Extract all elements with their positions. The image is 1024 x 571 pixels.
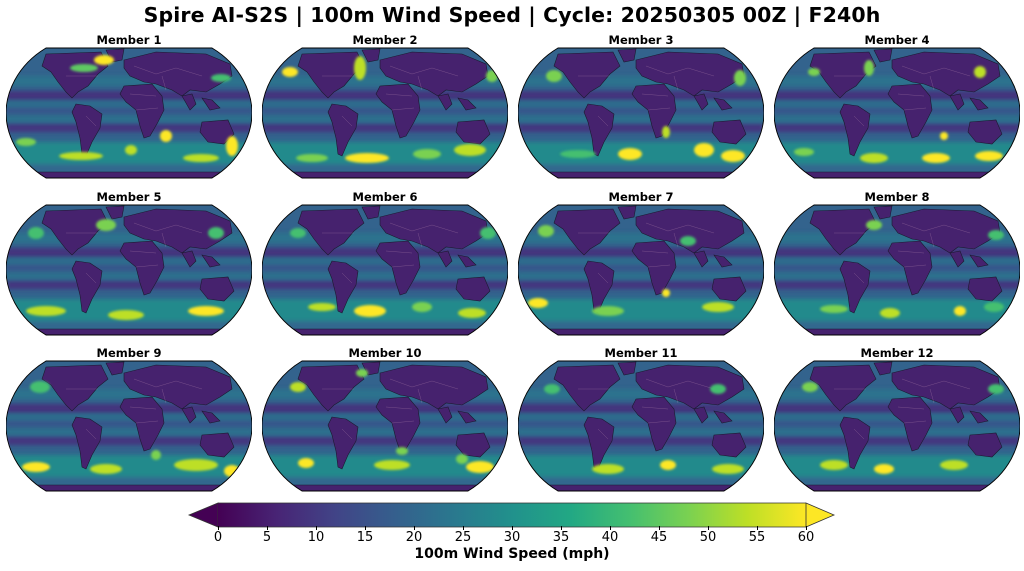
panel-member-3: Member 3 xyxy=(518,33,764,183)
tick-label: 15 xyxy=(356,530,374,545)
wind-speed-map xyxy=(518,46,764,180)
panel-title: Member 9 xyxy=(96,346,162,360)
panel-member-1: Member 1 xyxy=(6,33,252,183)
wind-speed-map xyxy=(774,359,1020,493)
figure-title: Spire AI-S2S | 100m Wind Speed | Cycle: … xyxy=(143,3,881,27)
wind-speed-map xyxy=(774,46,1020,180)
panel-title: Member 8 xyxy=(864,190,930,204)
tick-mark xyxy=(512,526,513,530)
panel-member-11: Member 11 xyxy=(518,346,764,496)
wind-speed-map xyxy=(262,359,508,493)
panel-title: Member 12 xyxy=(860,346,934,360)
panel-member-12: Member 12 xyxy=(774,346,1020,496)
panel-title: Member 3 xyxy=(608,33,674,47)
tick-label: 45 xyxy=(650,530,668,545)
tick-mark xyxy=(659,526,660,530)
panel-title: Member 5 xyxy=(96,190,162,204)
tick-label: 30 xyxy=(503,530,521,545)
tick-mark xyxy=(463,526,464,530)
wind-speed-map xyxy=(774,203,1020,337)
wind-speed-map xyxy=(518,359,764,493)
colorbar xyxy=(187,502,836,528)
panel-title: Member 6 xyxy=(352,190,418,204)
panel-member-5: Member 5 xyxy=(6,190,252,340)
panel-member-10: Member 10 xyxy=(262,346,508,496)
tick-mark xyxy=(365,526,366,530)
colorbar-label: 100m Wind Speed (mph) xyxy=(414,546,610,562)
wind-speed-map xyxy=(518,203,764,337)
tick-label: 20 xyxy=(405,530,423,545)
panel-title: Member 2 xyxy=(352,33,418,47)
panel-member-4: Member 4 xyxy=(774,33,1020,183)
panel-title: Member 7 xyxy=(608,190,674,204)
tick-mark xyxy=(610,526,611,530)
tick-label: 25 xyxy=(454,530,472,545)
tick-mark xyxy=(757,526,758,530)
panel-member-2: Member 2 xyxy=(262,33,508,183)
tick-mark xyxy=(267,526,268,530)
tick-label: 50 xyxy=(699,530,717,545)
panel-title: Member 11 xyxy=(604,346,678,360)
tick-mark xyxy=(806,526,807,530)
tick-mark xyxy=(218,526,219,530)
tick-label: 35 xyxy=(552,530,570,545)
panel-title: Member 1 xyxy=(96,33,162,47)
tick-label: 55 xyxy=(748,530,766,545)
wind-speed-map xyxy=(6,203,252,337)
tick-label: 10 xyxy=(307,530,325,545)
tick-mark xyxy=(561,526,562,530)
wind-speed-map xyxy=(262,46,508,180)
panel-member-8: Member 8 xyxy=(774,190,1020,340)
tick-mark xyxy=(316,526,317,530)
panel-member-7: Member 7 xyxy=(518,190,764,340)
wind-speed-map xyxy=(6,359,252,493)
tick-label: 40 xyxy=(601,530,619,545)
tick-label: 0 xyxy=(213,530,223,545)
tick-mark xyxy=(708,526,709,530)
tick-mark xyxy=(414,526,415,530)
tick-label: 60 xyxy=(797,530,815,545)
tick-label: 5 xyxy=(262,530,272,545)
wind-speed-map xyxy=(6,46,252,180)
wind-speed-map xyxy=(262,203,508,337)
panel-title: Member 4 xyxy=(864,33,930,47)
panel-member-9: Member 9 xyxy=(6,346,252,496)
panel-member-6: Member 6 xyxy=(262,190,508,340)
panel-title: Member 10 xyxy=(348,346,422,360)
